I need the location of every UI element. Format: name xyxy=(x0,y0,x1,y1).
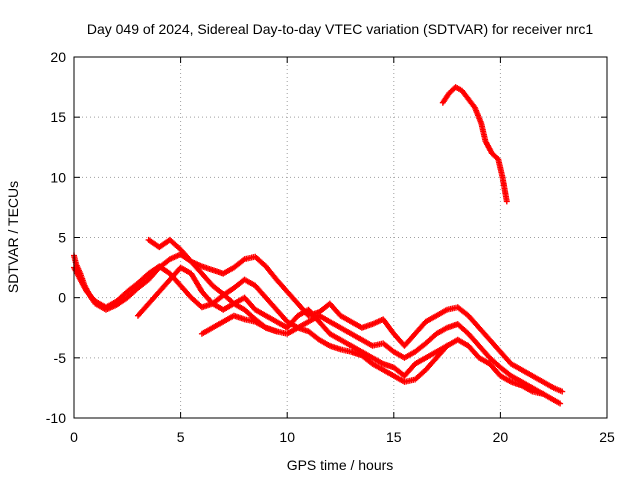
x-tick-label: 10 xyxy=(279,429,295,445)
data-point-marker xyxy=(557,400,564,407)
grid-lines xyxy=(74,57,607,418)
series-track-c xyxy=(134,264,451,379)
axis-ticks xyxy=(73,56,608,419)
y-tick-label: -10 xyxy=(46,410,66,426)
x-axis-label: GPS time / hours xyxy=(287,457,394,473)
chart-title: Day 049 of 2024, Sidereal Day-to-day VTE… xyxy=(87,21,593,37)
data-point-marker xyxy=(540,390,547,397)
y-tick-label: 0 xyxy=(58,290,66,306)
tick-labels: 0 5 10 15 20 25 -10 -5 0 5 10 15 20 xyxy=(46,49,615,445)
y-tick-label: 15 xyxy=(50,109,66,125)
x-tick-label: 5 xyxy=(177,429,185,445)
y-axis-label: SDTVAR / TECUs xyxy=(5,181,21,293)
data-points xyxy=(71,84,566,407)
y-tick-label: 10 xyxy=(50,169,66,185)
series-track-b xyxy=(71,263,564,407)
data-point-marker xyxy=(559,388,566,395)
series-track-d xyxy=(145,236,547,397)
series-track-e xyxy=(198,312,280,337)
x-tick-label: 15 xyxy=(386,429,402,445)
y-tick-label: -5 xyxy=(54,350,67,366)
x-tick-label: 0 xyxy=(70,429,78,445)
y-tick-label: 5 xyxy=(58,230,66,246)
x-tick-label: 25 xyxy=(599,429,615,445)
series-track-a xyxy=(71,251,566,395)
series-track-f xyxy=(439,84,510,205)
data-point-marker xyxy=(503,198,510,205)
y-tick-label: 20 xyxy=(50,49,66,65)
data-point-marker xyxy=(273,328,280,335)
x-tick-label: 20 xyxy=(493,429,509,445)
plot-frame xyxy=(73,56,608,419)
